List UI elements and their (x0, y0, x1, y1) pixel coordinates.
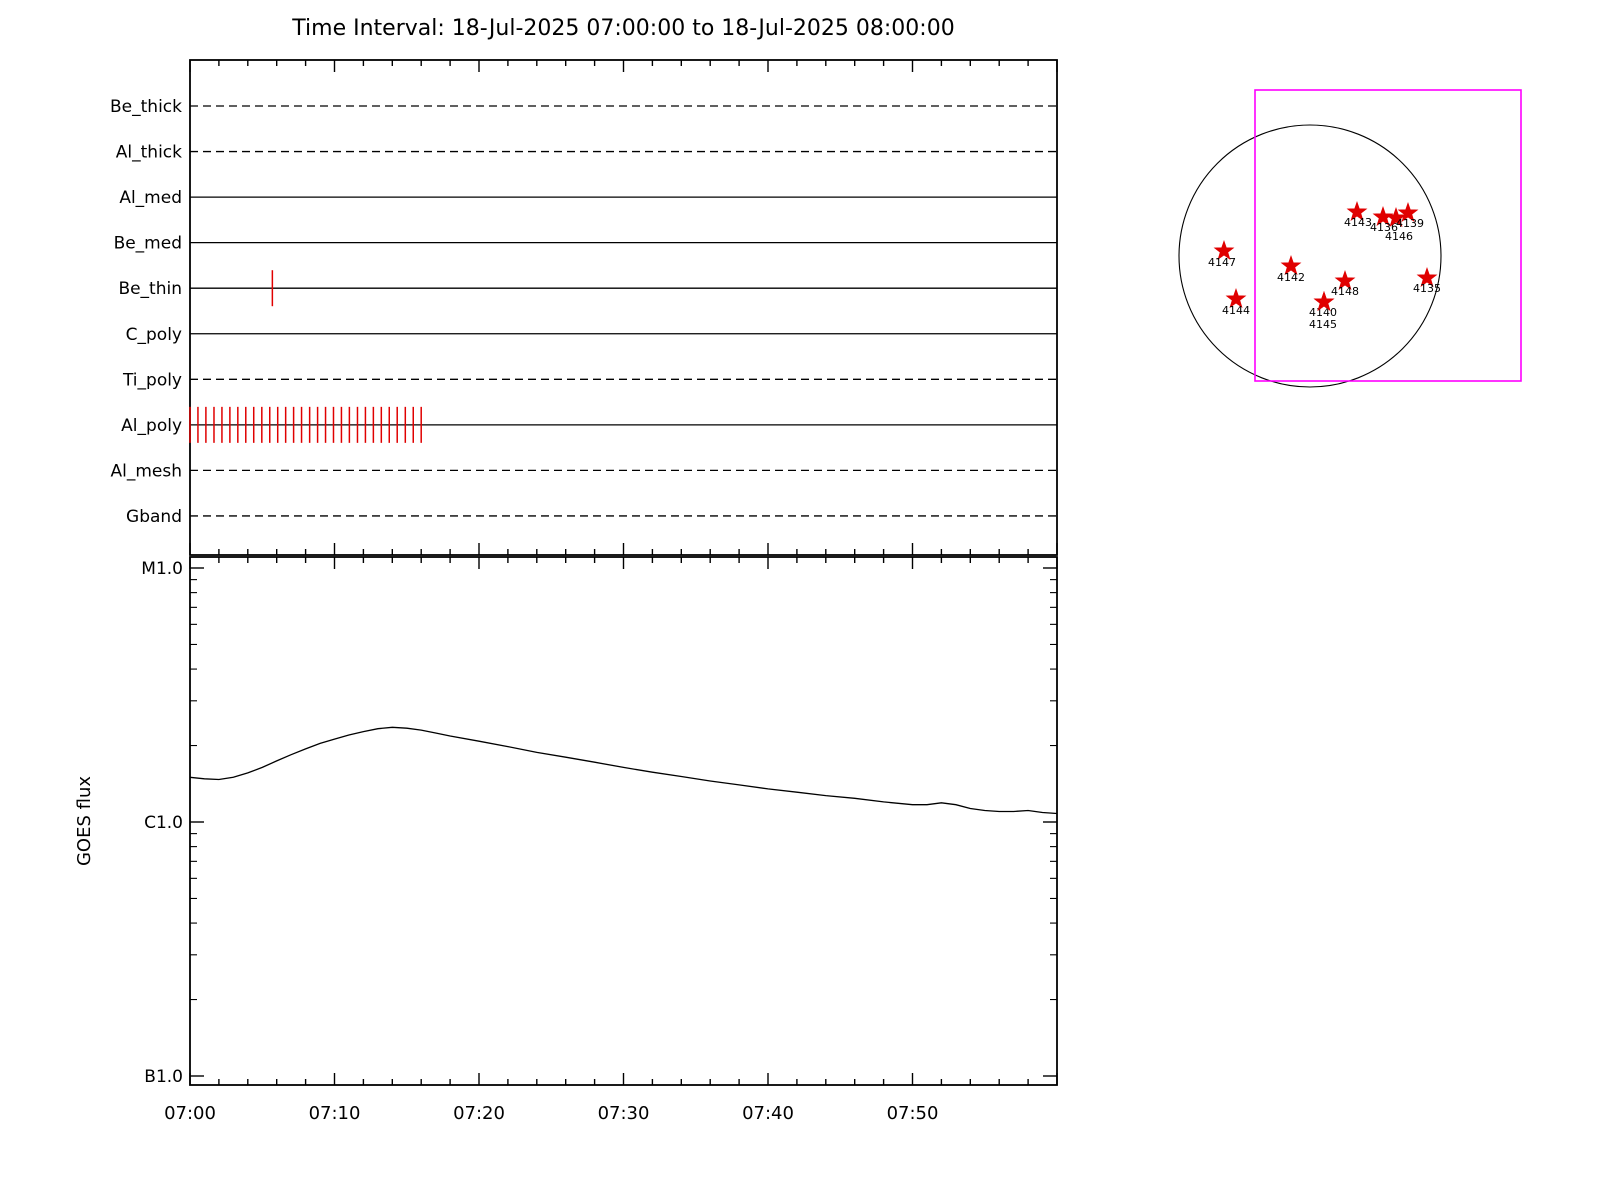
filter-label-Ti_poly: Ti_poly (122, 370, 182, 390)
goes-xtick-label-07:00: 07:00 (164, 1103, 216, 1124)
active-region-label-4146: 4146 (1385, 230, 1413, 243)
active-region-star-4144 (1225, 287, 1247, 308)
filter-label-Al_thick: Al_thick (116, 143, 182, 163)
active-region-label-4140: 4140 (1309, 306, 1337, 319)
active-region-label-4148: 4148 (1331, 285, 1359, 298)
filter-label-Al_med: Al_med (119, 188, 182, 208)
solar-disk-limb (1178, 124, 1442, 388)
active-region-star-4148 (1334, 269, 1356, 290)
active-region-star-4136 (1372, 205, 1394, 226)
goes-xtick-label-07:20: 07:20 (453, 1103, 505, 1124)
active-region-star-4146 (1385, 206, 1407, 227)
active-region-label-4139: 4139 (1396, 217, 1424, 230)
goes-ytick-label-B1.0: B1.0 (144, 1067, 183, 1087)
timeline-panel-border (189, 59, 1058, 556)
fov-box (1254, 89, 1522, 382)
active-region-label-4144: 4144 (1222, 304, 1250, 317)
active-region-label-4147: 4147 (1208, 256, 1236, 269)
goes-ylabel: GOES flux (74, 776, 95, 866)
goes-ytick-label-M1.0: M1.0 (141, 559, 183, 579)
active-region-label-4143: 4143 (1344, 216, 1372, 229)
active-region-star-4139 (1397, 201, 1419, 222)
filter-label-C_poly: C_poly (126, 325, 182, 345)
goes-panel-border (189, 556, 1058, 1086)
active-region-label-4135: 4135 (1413, 282, 1441, 295)
goes-xtick-label-07:30: 07:30 (598, 1103, 650, 1124)
goes-ytick-label-C1.0: C1.0 (144, 813, 183, 833)
goes-xtick-label-07:50: 07:50 (887, 1103, 939, 1124)
active-region-star-4147 (1213, 239, 1235, 260)
active-region-star-4145 (1313, 290, 1335, 311)
filter-label-Gband: Gband (126, 507, 182, 527)
plot-title: Time Interval: 18-Jul-2025 07:00:00 to 1… (292, 16, 955, 41)
active-region-label-4145: 4145 (1309, 318, 1337, 331)
goes-xtick-label-07:40: 07:40 (742, 1103, 794, 1124)
filter-label-Be_thick: Be_thick (110, 97, 182, 117)
goes-xtick-label-07:10: 07:10 (309, 1103, 361, 1124)
active-region-star-4142 (1280, 254, 1302, 275)
filter-label-Al_mesh: Al_mesh (110, 461, 182, 481)
filter-label-Be_med: Be_med (114, 234, 182, 254)
goes-flux-curve (189, 726, 1058, 815)
active-region-label-4142: 4142 (1277, 271, 1305, 284)
active-region-star-4135 (1416, 266, 1438, 287)
filter-label-Be_thin: Be_thin (118, 279, 182, 299)
active-region-star-4143 (1346, 200, 1368, 221)
filter-label-Al_poly: Al_poly (121, 416, 182, 436)
